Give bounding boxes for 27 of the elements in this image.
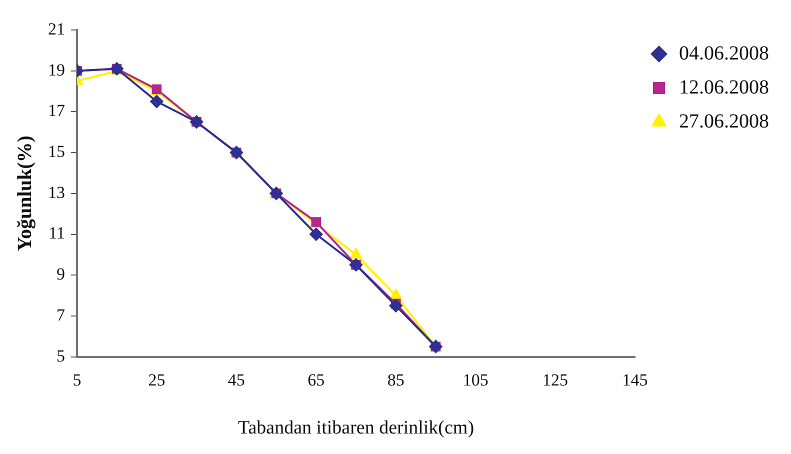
x-tick-label: 85 <box>387 370 404 390</box>
legend-label: 04.06.2008 <box>679 42 769 64</box>
x-tick-label: 25 <box>148 370 166 390</box>
x-tick-label: 65 <box>308 370 325 390</box>
y-tick-label: 7 <box>56 305 66 324</box>
y-tick-label: 19 <box>48 60 65 80</box>
y-tick-label: 9 <box>56 264 65 284</box>
y-tick-label: 21 <box>48 19 65 38</box>
x-axis-title: Tabandan itibaren derinlik(cm) <box>238 418 474 439</box>
x-tick-label: 145 <box>622 370 648 390</box>
y-tick-label: 15 <box>48 142 65 162</box>
legend-label: 27.06.2008 <box>679 110 769 132</box>
x-tick-label: 45 <box>228 370 245 390</box>
y-tick-label: 17 <box>48 101 66 120</box>
y-tick-label: 11 <box>48 224 65 243</box>
point <box>389 299 402 312</box>
x-tick-label: 5 <box>72 370 82 390</box>
legend-label: 12.06.2008 <box>679 76 769 98</box>
y-tick-label: 5 <box>56 346 65 366</box>
y-axis-title: Yoğunluk(%) <box>14 136 36 252</box>
point <box>310 228 323 241</box>
point <box>350 248 362 258</box>
x-tick-label: 125 <box>542 370 568 390</box>
point <box>150 94 164 108</box>
point <box>390 289 402 300</box>
x-tick-label: 105 <box>462 370 488 390</box>
y-tick-label: 13 <box>48 182 65 202</box>
